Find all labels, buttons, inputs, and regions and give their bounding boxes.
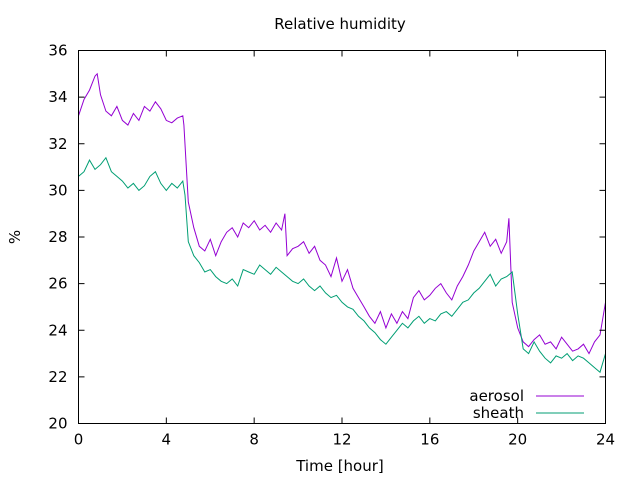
legend-label-sheath: sheath [473, 404, 524, 422]
series-line-aerosol [78, 72, 606, 355]
x-tick-label: 0 [74, 431, 84, 449]
x-tick-label: 8 [249, 431, 259, 449]
x-tick-label: 20 [508, 431, 527, 449]
y-tick-label: 30 [48, 181, 67, 199]
legend-label-aerosol: aerosol [469, 387, 524, 405]
x-axis-label: Time [hour] [295, 457, 384, 475]
ticks-layer: 0 4 8 12 16 20 24 20 22 24 26 28 30 32 34 36 [48, 42, 615, 449]
x-tick-label: 4 [162, 431, 172, 449]
y-tick-label: 34 [48, 88, 67, 106]
y-tick-label: 32 [48, 135, 67, 153]
x-tick-label: 16 [420, 431, 439, 449]
chart-title: Relative humidity [274, 15, 406, 33]
y-tick-label: 36 [48, 42, 67, 60]
x-tick-label: 24 [596, 431, 615, 449]
x-tick-label: 12 [332, 431, 351, 449]
y-tick-label: 20 [48, 415, 67, 433]
y-tick-label: 24 [48, 321, 67, 339]
plot-frame [78, 50, 606, 424]
y-tick-label: 26 [48, 275, 67, 293]
y-tick-label: 22 [48, 368, 67, 386]
series-layer [78, 72, 606, 374]
y-axis-label: % [6, 230, 24, 244]
series-line-sheath [78, 156, 606, 374]
y-tick-label: 28 [48, 228, 67, 246]
